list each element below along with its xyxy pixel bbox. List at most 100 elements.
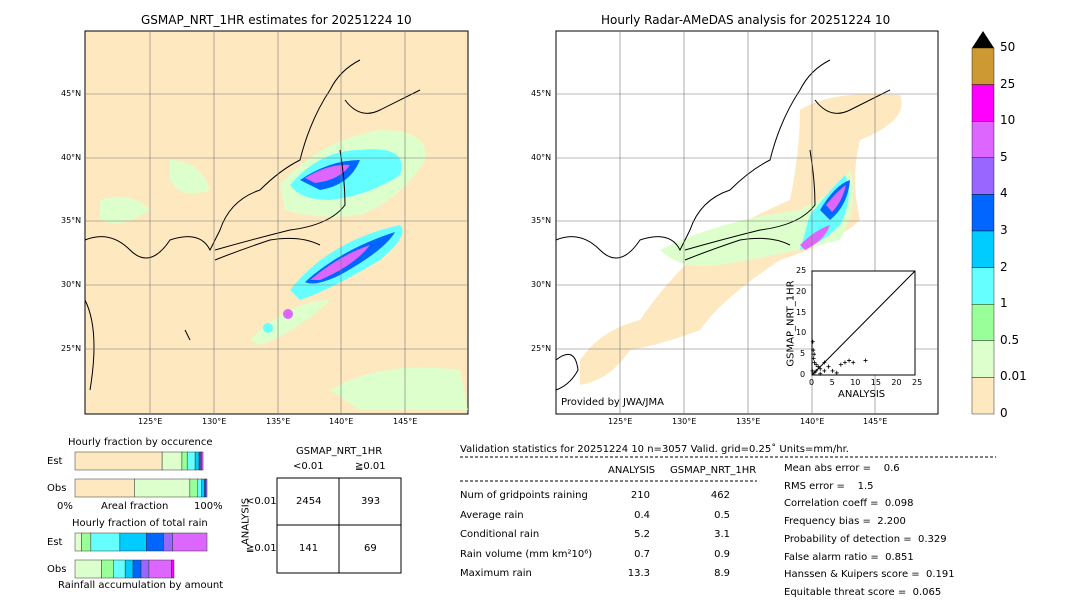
scatter-ylabel: GSMAP_NRT_1HR [785,280,797,367]
stats-row-label: Average rain [460,509,524,521]
colorbar-extend-arrow [972,31,994,48]
colorbar-label: 0.5 [1000,332,1020,347]
fraction-bar-segment [113,559,126,579]
scatter-point [847,358,852,363]
stats-analysis-value: 0.7 [634,548,650,560]
lon-label-right: 140°E [800,417,825,426]
scatter-point [851,360,856,365]
scatter-point [812,370,817,375]
fraction-bar-segment [74,451,163,471]
stats-analysis-value: 0.4 [634,509,650,521]
fraction-bars [74,451,208,579]
lon-label-right: 145°E [863,417,888,426]
colorbar-label: 4 [1000,186,1008,201]
lon-label-left: 145°E [393,417,418,426]
score-line: Frequency bias = 2.200 [784,516,906,528]
rain-fraction-title: Hourly fraction of total rain [72,518,208,529]
rain-xlabel: Rainfall accumulation by amount [58,580,224,591]
scatter-point [830,368,835,373]
fraction-bar-segment [134,478,191,498]
colorbar-label: 5 [1000,149,1008,164]
stats-row-label: Maximum rain [460,568,532,579]
left-rain-field [100,130,468,410]
lon-label-left: 140°E [329,417,354,426]
fraction-bar-segment [205,478,208,498]
contingency-row-1: ≧0.01 [246,543,277,554]
scatter-point [812,360,817,365]
colorbar-label: 50 [1000,40,1016,54]
scatter-xtick: 10 [850,378,861,387]
fraction-bar-segment [201,451,204,471]
scatter-diagonal [811,270,916,376]
fraction-bar-segment [189,478,199,498]
scatter-point [818,371,823,376]
fraction-bar-segment [140,559,150,579]
colorbar-swatch [971,84,995,122]
fraction-bar-segment [132,559,142,579]
lat-label-left: 35°N [61,216,82,225]
lat-label-right: 30°N [531,280,552,289]
cell-10: 141 [299,543,319,554]
fraction-bar-segment [74,559,102,579]
colorbar-swatch [971,194,995,232]
stats-gsmap-value: 8.9 [714,568,730,579]
fraction-bar-segment [161,451,183,471]
scatter-point [810,339,815,344]
colorbar-label: 1 [1000,296,1008,311]
scatter-ytick: 5 [800,349,806,359]
scatter-point [826,364,831,369]
scatter-point [811,348,816,353]
colorbar-swatch [971,267,995,305]
scatter-point [822,368,827,373]
lon-label-right: 130°E [672,417,697,426]
rain-obs-label: Obs [47,564,67,575]
colorbar-label: 0.01 [1000,369,1027,384]
scatter-point [818,366,823,371]
colorbar-swatch [971,230,995,268]
fraction-bar-segment [124,559,134,579]
stats-col-analysis: ANALYSIS [608,465,656,476]
scatter-xtick: 15 [870,378,881,387]
contingency-title: GSMAP_NRT_1HR [296,446,383,457]
cell-11: 69 [364,543,377,554]
scatter-point [814,368,819,373]
lon-label-left: 130°E [202,417,227,426]
left-map-title: GSMAP_NRT_1HR estimates for 20251224 10 [141,13,412,27]
contingency-grid [276,477,402,574]
scatter-point [816,364,821,369]
scatter-xlabel: ANALYSIS [838,389,886,400]
stats-row-label: Num of gridpoints raining [460,490,588,501]
fraction-bar-segment [201,478,205,498]
lat-label-left: 25°N [61,344,82,353]
stats-gsmap-value: 3.1 [714,529,730,540]
fraction-bar-segment [74,478,135,498]
fraction-bar-segment [163,532,173,552]
colorbar-swatch [971,377,995,415]
contingency-row-0: <0.01 [246,496,277,507]
lon-label-right: 135°E [736,417,761,426]
occ-max-label: 100% [194,501,223,512]
fraction-bar-segment [146,532,164,552]
colorbar-label: 10 [1000,113,1016,128]
lat-label-right: 45°N [531,89,552,98]
lat-label-right: 35°N [531,216,552,225]
lon-label-right: 125°E [608,417,633,426]
score-line: Equitable threat score = 0.065 [784,586,942,598]
colorbar-swatch [971,340,995,378]
scatter-ytick: 0 [800,370,806,379]
scatter-point [812,352,817,357]
colorbar-swatch [971,157,995,195]
scatter-ytick: 10 [796,328,807,338]
fraction-bar-segment [172,532,208,552]
cell-00: 2454 [296,496,322,507]
lat-label-left: 45°N [61,89,82,98]
scatter-ytick: 15 [796,307,807,317]
scatter-point [814,362,819,367]
stats-analysis-value: 210 [630,490,650,501]
stats-gsmap-value: 0.9 [714,548,730,560]
scatter-ytick: 25 [796,266,807,275]
scatter-point [811,356,816,361]
score-line: Probability of detection = 0.329 [784,533,947,545]
scatter-point [863,358,868,363]
